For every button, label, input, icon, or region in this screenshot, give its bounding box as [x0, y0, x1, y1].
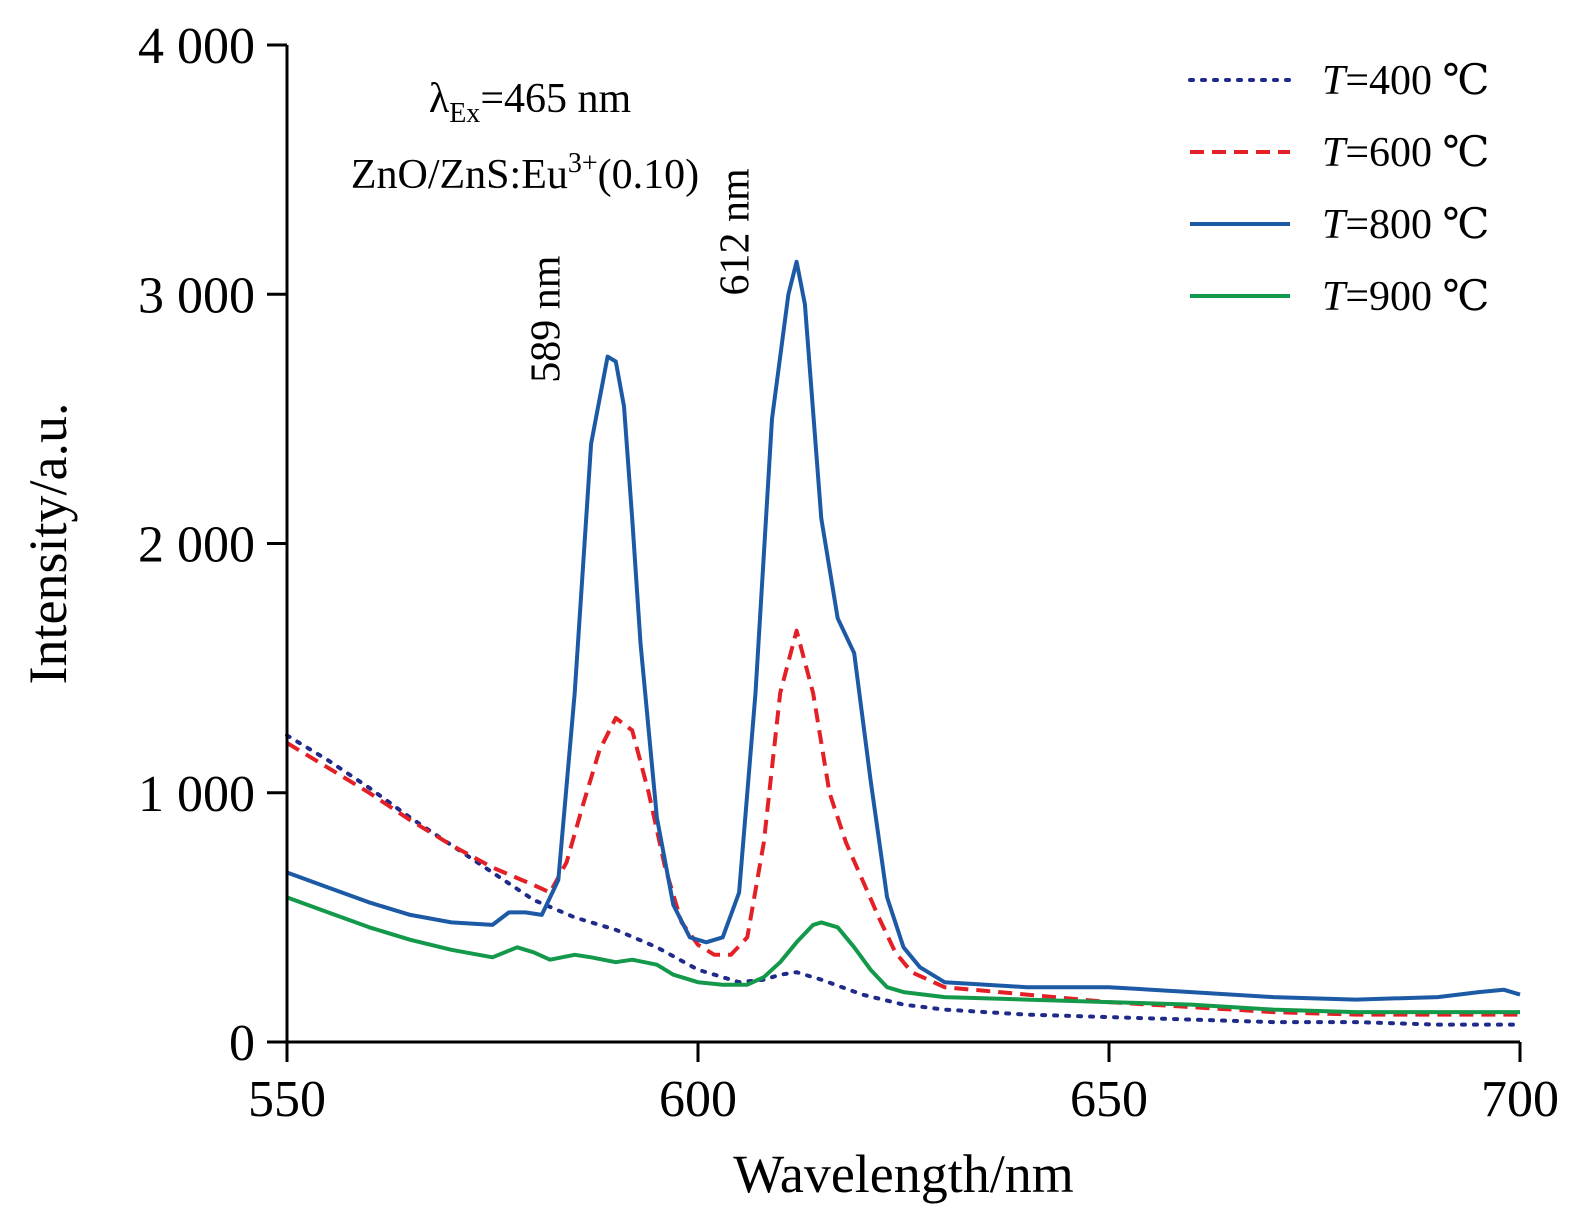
x-tick-label: 700	[1481, 1071, 1559, 1128]
legend-value: =400 ℃	[1345, 58, 1489, 104]
excitation-subscript: Ex	[449, 98, 480, 129]
y-tick-label: 1 000	[138, 766, 255, 823]
peak-label-589: 589 nm	[524, 255, 570, 383]
series-line-1	[285, 628, 1520, 1017]
y-axis-title: Intensity/a.u.	[18, 403, 78, 685]
sample-concentration: (0.10)	[598, 152, 699, 198]
series-line-3	[286, 895, 1520, 1015]
legend-variable: T	[1322, 274, 1348, 320]
legend-value: =600 ℃	[1345, 130, 1489, 176]
axes: 0 1 000 2 000 3 000 4 000 550 600 650 700	[138, 18, 1559, 1128]
y-tick-label: 0	[229, 1015, 255, 1072]
sample-superscript: 3+	[568, 148, 598, 179]
sample-annotation: ZnO/ZnS:Eu3+(0.10)	[351, 148, 699, 198]
legend-label-0: T=400 ℃	[1322, 58, 1490, 104]
x-tick-label: 650	[1070, 1071, 1148, 1128]
x-axis-ticks: 550 600 650 700	[248, 1042, 1559, 1128]
legend-label-2: T=800 ℃	[1322, 202, 1490, 248]
x-axis-title: Wavelength/nm	[733, 1144, 1074, 1204]
series-line-0	[285, 733, 1522, 1027]
legend-variable: T	[1322, 202, 1348, 248]
legend-value: =900 ℃	[1345, 274, 1489, 320]
legend-label-1: T=600 ℃	[1322, 130, 1490, 176]
x-tick-label: 550	[248, 1071, 326, 1128]
y-tick-label: 2 000	[138, 517, 255, 574]
peak-label-612: 612 nm	[713, 168, 759, 296]
legend-value: =800 ℃	[1345, 202, 1489, 248]
plot-area	[285, 259, 1522, 1027]
x-tick-label: 600	[659, 1071, 737, 1128]
legend-label-3: T=900 ℃	[1322, 274, 1490, 320]
y-tick-label: 4 000	[138, 18, 255, 75]
sample-formula: ZnO/ZnS:Eu	[351, 152, 568, 198]
legend-variable: T	[1322, 130, 1348, 176]
y-axis-ticks: 0 1 000 2 000 3 000 4 000	[138, 18, 287, 1072]
y-tick-label: 3 000	[138, 267, 255, 324]
legend: T=400 ℃T=600 ℃T=800 ℃T=900 ℃	[1188, 58, 1490, 320]
excitation-value: =465 nm	[480, 76, 631, 122]
legend-variable: T	[1322, 58, 1348, 104]
series-line-2	[286, 259, 1521, 1002]
excitation-symbol: λ	[429, 76, 450, 122]
excitation-annotation: λEx=465 nm	[429, 76, 632, 129]
